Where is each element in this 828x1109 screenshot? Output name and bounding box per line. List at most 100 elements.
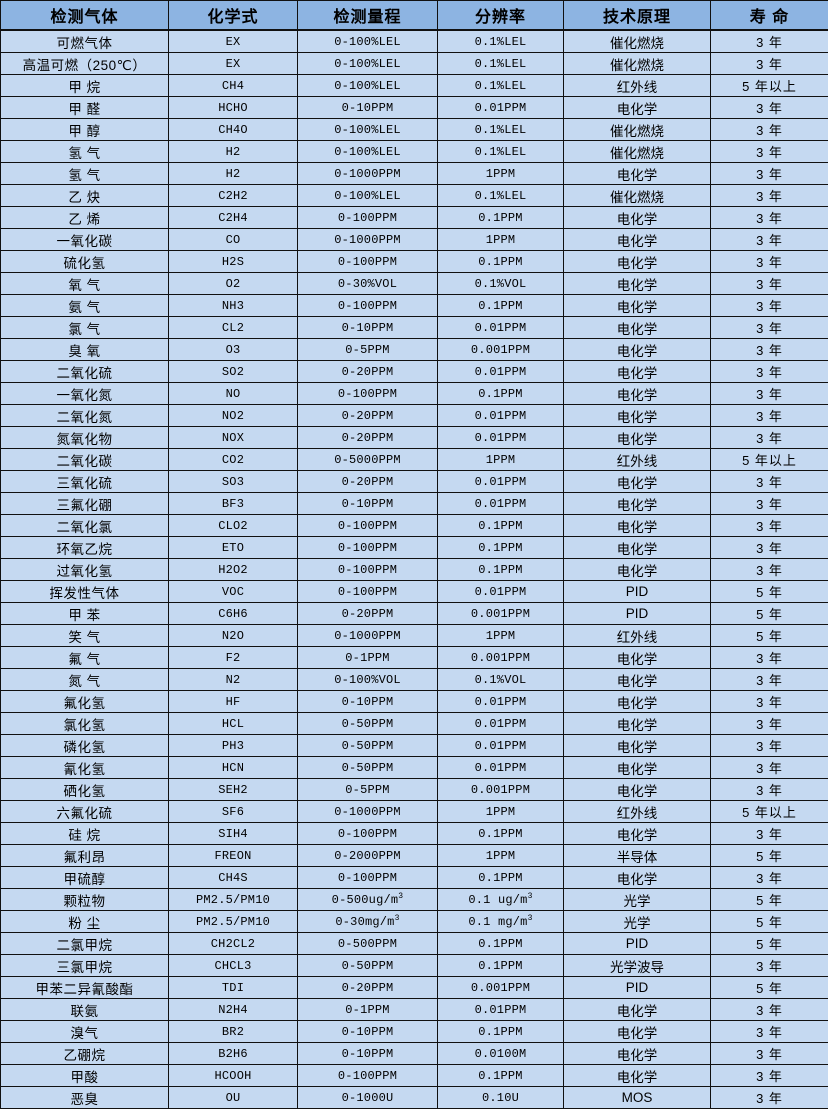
cell-formula: SIH4 — [169, 823, 298, 845]
cell-life: 5 年 — [711, 977, 828, 999]
cell-formula: EX — [169, 30, 298, 53]
cell-life: 3 年 — [711, 317, 828, 339]
cell-gas: 一氧化氮 — [1, 383, 169, 405]
cell-range: 0-100PPM — [298, 515, 438, 537]
cell-life: 3 年 — [711, 361, 828, 383]
cell-resolution: 0.1%LEL — [438, 75, 564, 97]
cell-tech: 半导体 — [564, 845, 711, 867]
cell-resolution: 0.001PPM — [438, 339, 564, 361]
cell-resolution: 0.1%LEL — [438, 185, 564, 207]
cell-formula: NO — [169, 383, 298, 405]
cell-formula: B2H6 — [169, 1043, 298, 1065]
cell-resolution: 0.1%VOL — [438, 669, 564, 691]
cell-tech: 光学 — [564, 889, 711, 911]
cell-gas: 环氧乙烷 — [1, 537, 169, 559]
cell-resolution: 0.01PPM — [438, 427, 564, 449]
cell-formula: H2O2 — [169, 559, 298, 581]
cell-life: 3 年 — [711, 97, 828, 119]
cell-range: 0-100PPM — [298, 207, 438, 229]
cell-formula: C2H2 — [169, 185, 298, 207]
cell-range: 0-100PPM — [298, 867, 438, 889]
cell-formula: PH3 — [169, 735, 298, 757]
cell-tech: 电化学 — [564, 317, 711, 339]
cell-resolution: 0.001PPM — [438, 647, 564, 669]
cell-gas: 可燃气体 — [1, 30, 169, 53]
cell-formula: CH4 — [169, 75, 298, 97]
cell-tech: PID — [564, 933, 711, 955]
cell-tech: MOS — [564, 1087, 711, 1109]
cell-formula: PM2.5/PM10 — [169, 911, 298, 933]
cell-formula: EX — [169, 53, 298, 75]
cell-resolution: 0.001PPM — [438, 779, 564, 801]
cell-tech: 电化学 — [564, 427, 711, 449]
cell-resolution: 0.1%LEL — [438, 141, 564, 163]
cell-range: 0-50PPM — [298, 955, 438, 977]
cell-range: 0-20PPM — [298, 603, 438, 625]
cell-tech: 电化学 — [564, 735, 711, 757]
cell-gas: 挥发性气体 — [1, 581, 169, 603]
cell-tech: 电化学 — [564, 251, 711, 273]
cell-gas: 甲 醛 — [1, 97, 169, 119]
cell-gas: 溴气 — [1, 1021, 169, 1043]
cell-resolution: 0.1 mg/m3 — [438, 911, 564, 933]
cell-life: 3 年 — [711, 647, 828, 669]
cell-range: 0-20PPM — [298, 361, 438, 383]
cell-range: 0-100%LEL — [298, 141, 438, 163]
cell-range: 0-1PPM — [298, 999, 438, 1021]
cell-tech: 光学波导 — [564, 955, 711, 977]
cell-life: 3 年 — [711, 427, 828, 449]
cell-range: 0-1000PPM — [298, 163, 438, 185]
cell-resolution: 0.1PPM — [438, 823, 564, 845]
cell-formula: FREON — [169, 845, 298, 867]
cell-formula: VOC — [169, 581, 298, 603]
cell-tech: 电化学 — [564, 1021, 711, 1043]
cell-gas: 二氯甲烷 — [1, 933, 169, 955]
cell-life: 3 年 — [711, 669, 828, 691]
cell-resolution: 0.01PPM — [438, 471, 564, 493]
cell-range: 0-1PPM — [298, 647, 438, 669]
cell-tech: 电化学 — [564, 647, 711, 669]
cell-formula: CLO2 — [169, 515, 298, 537]
cell-resolution: 0.01PPM — [438, 493, 564, 515]
cell-formula: NO2 — [169, 405, 298, 427]
cell-tech: 电化学 — [564, 229, 711, 251]
cell-gas: 氟利昂 — [1, 845, 169, 867]
cell-gas: 硅 烷 — [1, 823, 169, 845]
cell-tech: 光学 — [564, 911, 711, 933]
cell-life: 3 年 — [711, 1087, 828, 1109]
cell-life: 5 年以上 — [711, 801, 828, 823]
cell-resolution: 0.1%LEL — [438, 53, 564, 75]
cell-range: 0-1000PPM — [298, 229, 438, 251]
cell-tech: 电化学 — [564, 471, 711, 493]
cell-formula: CL2 — [169, 317, 298, 339]
cell-resolution: 1PPM — [438, 163, 564, 185]
cell-life: 3 年 — [711, 515, 828, 537]
cell-gas: 过氧化氢 — [1, 559, 169, 581]
cell-life: 3 年 — [711, 185, 828, 207]
cell-tech: 电化学 — [564, 515, 711, 537]
cell-tech: 红外线 — [564, 75, 711, 97]
cell-range: 0-10PPM — [298, 317, 438, 339]
cell-formula: SO3 — [169, 471, 298, 493]
cell-gas: 氯 气 — [1, 317, 169, 339]
cell-life: 3 年 — [711, 779, 828, 801]
cell-life: 5 年 — [711, 603, 828, 625]
